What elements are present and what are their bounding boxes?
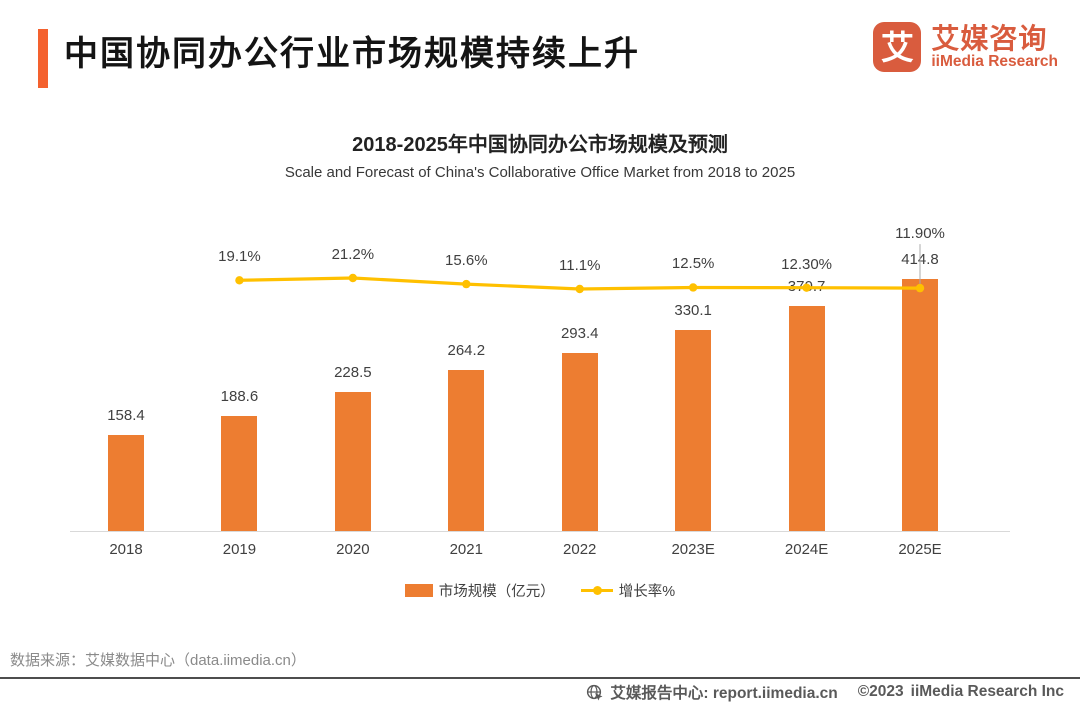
x-tick-label: 2022 xyxy=(563,541,597,558)
brand-name-cn: 艾媒咨询 xyxy=(931,23,1048,55)
iimedia-logo-icon: 艾 xyxy=(873,22,922,72)
legend-swatch-bar-icon xyxy=(404,584,433,597)
legend-item-growth-rate: 增长率% xyxy=(580,580,676,601)
bar-value-label: 158.4 xyxy=(107,406,145,424)
growth-rate-label: 15.6% xyxy=(445,252,488,270)
bar xyxy=(108,434,144,531)
growth-rate-label: 19.1% xyxy=(218,248,261,266)
globe-cursor-icon xyxy=(587,684,603,700)
brand-name-en: iiMedia Research xyxy=(931,52,1058,70)
x-tick-label: 2019 xyxy=(222,541,257,558)
bar xyxy=(334,392,371,531)
chart: 2018-2025年中国协同办公市场规模及预测 Scale and Foreca… xyxy=(0,120,1080,640)
title-accent-bar xyxy=(38,29,48,88)
growth-rate-label: 11.1% xyxy=(559,256,601,274)
bar xyxy=(221,416,258,531)
bar xyxy=(902,278,938,531)
x-tick-label: 2020 xyxy=(336,541,370,558)
growth-rate-label: 12.30% xyxy=(781,255,833,273)
legend-label: 增长率% xyxy=(618,584,676,600)
logo-glyph: 艾 xyxy=(880,28,914,66)
footer: 艾媒报告中心: report.iimedia.cn ©2023 iiMedia … xyxy=(586,681,1064,702)
growth-rate-label: 11.90% xyxy=(895,225,945,243)
bar-value-label: 414.8 xyxy=(901,250,939,268)
x-axis-line xyxy=(70,531,1010,532)
footer-copyright: ©2023 xyxy=(857,683,904,700)
bar-value-label: 370.7 xyxy=(787,277,826,295)
growth-rate-label: 12.5% xyxy=(671,255,715,273)
bar-value-label: 293.4 xyxy=(560,324,599,342)
bar xyxy=(561,352,598,531)
x-tick-label: 2023E xyxy=(671,541,715,558)
x-tick-label: 2018 xyxy=(109,541,143,558)
x-tick-label: 2021 xyxy=(449,541,483,558)
footer-divider xyxy=(0,677,1080,679)
chart-legend: 市场规模（亿元） 增长率% xyxy=(0,580,1080,601)
data-source: 数据来源：艾媒数据中心（data.iimedia.cn） xyxy=(10,652,306,669)
bar-line-chart: 158.4 2018 188.6 2019 228.5 2020 264.2 2021 293.… xyxy=(0,120,1080,640)
bar-value-label: 330.1 xyxy=(674,302,712,320)
bar-value-label: 188.6 xyxy=(220,388,259,406)
footer-site: 艾媒报告中心: report.iimedia.cn xyxy=(610,685,838,702)
bar xyxy=(448,370,485,531)
growth-rate-label: 21.2% xyxy=(331,246,375,263)
page-title: 中国协同办公行业市场规模持续上升 xyxy=(64,35,640,73)
footer-company: iiMedia Research Inc xyxy=(910,683,1064,700)
chart-title: 2018-2025年中国协同办公市场规模及预测 xyxy=(352,134,728,156)
chart-subtitle: Scale and Forecast of China's Collaborat… xyxy=(284,164,796,181)
bar-value-label: 228.5 xyxy=(334,364,372,382)
bar-value-label: 264.2 xyxy=(447,342,486,360)
legend-marker-line-icon xyxy=(580,584,613,597)
bar xyxy=(788,305,825,531)
iimedia-logo: 艾 艾媒咨询 iiMedia Research xyxy=(873,22,1058,72)
x-tick-label: 2025E xyxy=(898,541,942,558)
bar xyxy=(675,330,712,531)
legend-label: 市场规模（亿元） xyxy=(438,584,555,600)
x-tick-label: 2024E xyxy=(784,541,829,558)
logo-text: 艾媒咨询 iiMedia Research xyxy=(931,24,1058,70)
legend-item-market-size: 市场规模（亿元） xyxy=(404,580,555,601)
